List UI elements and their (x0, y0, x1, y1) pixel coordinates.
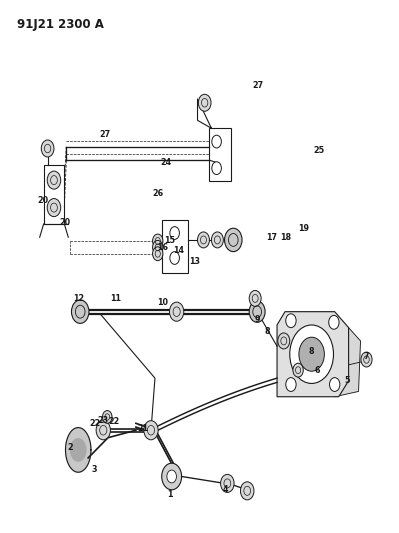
Circle shape (198, 232, 209, 248)
Text: 12: 12 (73, 294, 84, 303)
Text: 19: 19 (298, 224, 309, 233)
Text: 5: 5 (344, 376, 350, 385)
Circle shape (290, 325, 334, 383)
Circle shape (49, 174, 59, 187)
Circle shape (152, 240, 163, 254)
Text: 27: 27 (253, 81, 264, 90)
Circle shape (170, 227, 180, 239)
Circle shape (103, 410, 112, 423)
Circle shape (286, 377, 296, 391)
Text: 91J21 2300 A: 91J21 2300 A (17, 18, 103, 31)
Circle shape (152, 247, 163, 261)
Circle shape (198, 94, 211, 111)
Text: 9: 9 (255, 315, 260, 324)
Text: 26: 26 (152, 189, 163, 198)
Circle shape (167, 470, 176, 483)
Circle shape (212, 135, 221, 148)
Circle shape (41, 140, 54, 157)
Text: 13: 13 (189, 257, 200, 265)
Circle shape (249, 301, 265, 322)
Text: 23: 23 (98, 416, 109, 425)
Circle shape (361, 352, 372, 367)
Text: 11: 11 (110, 294, 121, 303)
Circle shape (47, 199, 61, 216)
Text: 10: 10 (158, 298, 168, 307)
Text: 15: 15 (164, 237, 175, 246)
Text: 8: 8 (308, 347, 314, 356)
Text: 17: 17 (267, 233, 277, 242)
Circle shape (249, 290, 261, 306)
Circle shape (225, 228, 242, 252)
Circle shape (286, 314, 296, 328)
Text: 20: 20 (59, 219, 71, 228)
Circle shape (71, 300, 89, 324)
Text: 22: 22 (90, 419, 101, 428)
Text: 3: 3 (91, 465, 97, 474)
Text: 7: 7 (364, 352, 369, 361)
Circle shape (221, 474, 234, 492)
Circle shape (241, 482, 254, 500)
Circle shape (299, 337, 324, 371)
Circle shape (152, 234, 163, 248)
Text: 8: 8 (264, 327, 270, 336)
Circle shape (211, 232, 223, 248)
Circle shape (162, 463, 182, 490)
Text: 2: 2 (67, 443, 73, 452)
Text: 6: 6 (314, 366, 320, 375)
Polygon shape (277, 312, 349, 397)
Text: 22: 22 (109, 417, 120, 426)
Circle shape (278, 333, 290, 349)
Text: 18: 18 (280, 233, 292, 242)
Text: 25: 25 (313, 146, 324, 155)
Polygon shape (65, 427, 91, 472)
Text: 16: 16 (158, 244, 168, 253)
Polygon shape (71, 439, 86, 461)
Text: 20: 20 (37, 196, 48, 205)
Text: 24: 24 (160, 158, 171, 167)
Circle shape (144, 421, 158, 440)
Text: 1: 1 (167, 489, 172, 498)
Circle shape (293, 364, 303, 377)
Circle shape (96, 421, 111, 440)
Text: 4: 4 (223, 485, 228, 494)
Circle shape (49, 201, 59, 214)
Text: 21: 21 (138, 424, 148, 433)
Circle shape (47, 171, 61, 189)
Polygon shape (335, 328, 361, 397)
Circle shape (329, 316, 339, 329)
Circle shape (170, 252, 180, 264)
Text: 27: 27 (99, 130, 111, 139)
Circle shape (170, 302, 184, 321)
Text: 14: 14 (173, 246, 184, 255)
Circle shape (330, 377, 340, 391)
Circle shape (212, 162, 221, 174)
